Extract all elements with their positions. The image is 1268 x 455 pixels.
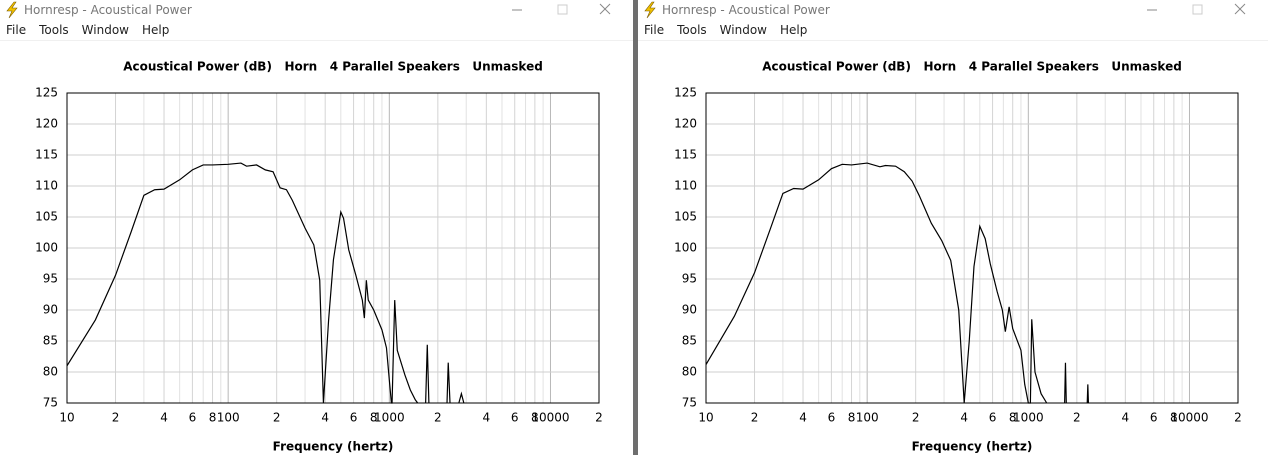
y-tick-label: 120 [674,117,697,131]
x-tick-label: 2 [751,411,759,425]
x-tick-label: 4 [321,411,329,425]
menu-bar: File Tools Window Help [0,20,633,41]
plot-frame [66,92,600,404]
title-bar: Hornresp - Acoustical Power [0,0,633,20]
x-tick-label: 6 [350,411,358,425]
x-tick-label: 6 [828,411,836,425]
x-tick-label: 6 [511,411,519,425]
menu-item[interactable]: Tools [39,23,69,37]
x-tick-label: 2 [434,411,442,425]
data-line [67,162,465,404]
data-line [706,162,1090,404]
x-tick-label: 10 [59,411,74,425]
x-tick-label: 4 [1122,411,1130,425]
menu-item[interactable]: Window [719,23,767,37]
x-tick-label: 2 [273,411,281,425]
y-tick-label: 105 [35,210,58,224]
y-tick-label: 75 [43,396,58,410]
x-tick-label: 2 [1073,411,1081,425]
y-tick-label: 110 [35,179,58,193]
y-tick-label: 105 [674,210,697,224]
x-tick-label: 2 [1234,411,1242,425]
x-tick-label: 8 [848,411,856,425]
y-tick-label: 125 [674,86,697,100]
y-tick-label: 125 [35,86,58,100]
chart: Acoustical Power (dB) Horn 4 Parallel Sp… [674,60,1242,454]
x-tick-label: 4 [960,411,968,425]
app-icon [6,1,18,19]
y-tick-label: 100 [35,241,58,255]
menu-item[interactable]: Help [141,23,170,37]
window-title: Hornresp - Acoustical Power [662,3,830,17]
x-tick-label: 6 [189,411,197,425]
x-tick-label: 6 [989,411,997,425]
x-tick-label: 10 [698,411,713,425]
menu-item[interactable]: Window [81,23,129,37]
y-tick-label: 115 [674,148,697,162]
app-icon [644,1,656,19]
x-tick-label: 8 [531,411,539,425]
x-tick-label: 2 [912,411,920,425]
x-tick-label: 100 [217,411,240,425]
x-tick-label: 2 [112,411,120,425]
x-tick-label: 8 [1009,411,1017,425]
window: Hornresp - Acoustical Power File Tools Win… [638,0,1268,455]
x-axis-label: Frequency (hertz) [273,440,394,454]
window-controls[interactable] [1138,0,1268,20]
x-tick-label: 8 [370,411,378,425]
menu-item[interactable]: Help [779,23,808,37]
y-tick-label: 95 [43,272,58,286]
menu-bar: File Tools Window Help [638,20,1268,41]
window-title: Hornresp - Acoustical Power [24,3,192,17]
y-tick-label: 85 [43,334,58,348]
y-tick-label: 90 [43,303,58,317]
y-tick-label: 100 [674,241,697,255]
menu-item[interactable]: Tools [677,23,707,37]
y-tick-label: 120 [35,117,58,131]
menu-item[interactable]: File [644,23,665,37]
x-tick-label: 10000 [1170,411,1208,425]
x-tick-label: 6 [1150,411,1158,425]
x-tick-label: 4 [799,411,807,425]
y-tick-label: 85 [682,334,697,348]
chart: Acoustical Power (dB) Horn 4 Parallel Sp… [35,60,603,454]
plot-frame [705,92,1239,404]
x-tick-label: 100 [856,411,879,425]
x-tick-label: 4 [483,411,491,425]
x-axis-label: Frequency (hertz) [912,440,1033,454]
chart-title: Acoustical Power (dB) Horn 4 Parallel Sp… [123,60,543,74]
x-tick-label: 10000 [531,411,569,425]
x-tick-label: 4 [160,411,168,425]
y-tick-label: 80 [43,365,58,379]
x-tick-label: 2 [595,411,603,425]
title-bar: Hornresp - Acoustical Power [638,0,1268,20]
y-tick-label: 95 [682,272,697,286]
chart-title: Acoustical Power (dB) Horn 4 Parallel Sp… [762,60,1182,74]
y-tick-label: 115 [35,148,58,162]
y-tick-label: 90 [682,303,697,317]
window-controls[interactable] [503,0,633,20]
y-tick-label: 75 [682,396,697,410]
x-tick-label: 1000 [374,411,405,425]
x-tick-label: 8 [1170,411,1178,425]
x-tick-label: 8 [209,411,217,425]
y-tick-label: 110 [674,179,697,193]
y-tick-label: 80 [682,365,697,379]
menu-item[interactable]: File [6,23,27,37]
window: Hornresp - Acoustical Power File Tools Win… [0,0,633,455]
x-tick-label: 1000 [1013,411,1044,425]
